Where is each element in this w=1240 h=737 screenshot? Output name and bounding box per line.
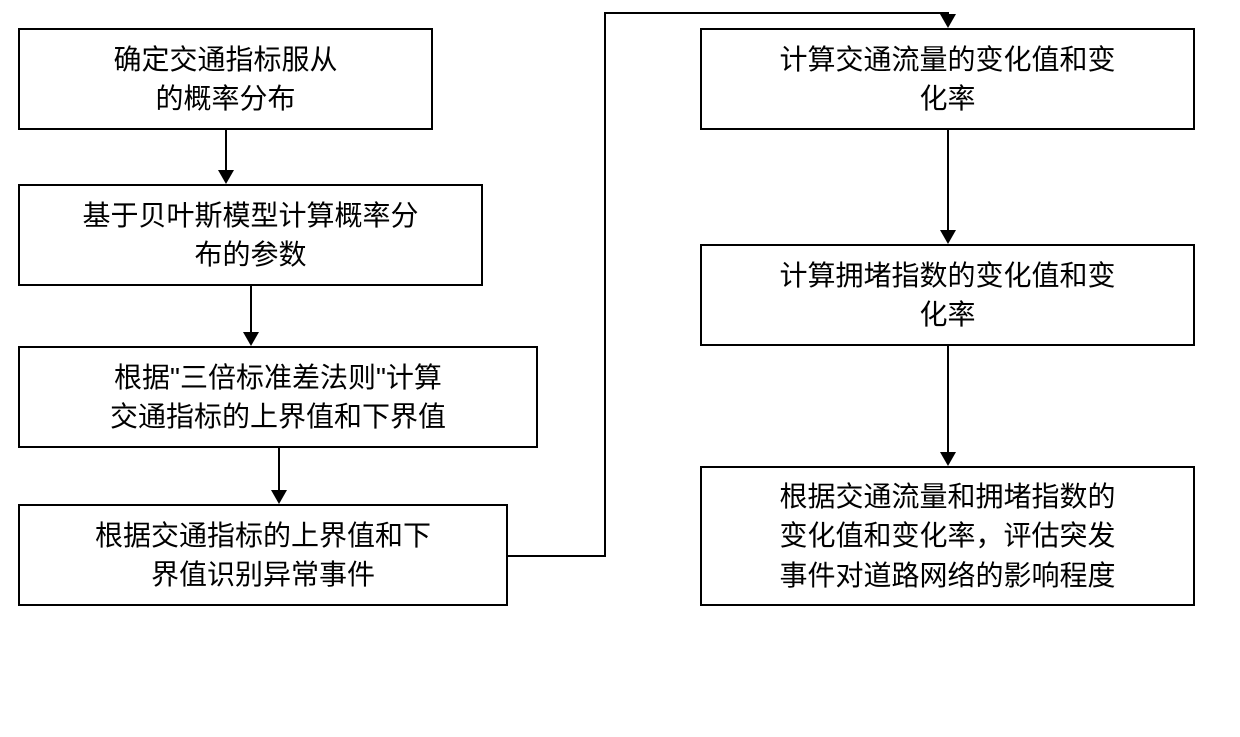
node-n1-text: 确定交通指标服从的概率分布: [113, 40, 337, 118]
node-n2-text: 基于贝叶斯模型计算概率分布的参数: [82, 196, 418, 274]
arrow-n4-n5-h2: [604, 12, 947, 14]
node-n2: 基于贝叶斯模型计算概率分布的参数: [18, 184, 483, 286]
flowchart-container: 确定交通指标服从的概率分布 基于贝叶斯模型计算概率分布的参数 根据"三倍标准差法…: [0, 0, 1240, 737]
node-n7: 根据交通流量和拥堵指数的变化值和变化率，评估突发事件对道路网络的影响程度: [700, 466, 1195, 606]
arrow-n6-n7: [947, 346, 949, 452]
arrow-head-n4-n5: [940, 14, 956, 28]
arrow-head-n5-n6: [940, 230, 956, 244]
node-n5-text: 计算交通流量的变化值和变化率: [779, 40, 1115, 118]
node-n3: 根据"三倍标准差法则"计算交通指标的上界值和下界值: [18, 346, 538, 448]
node-n6: 计算拥堵指数的变化值和变化率: [700, 244, 1195, 346]
node-n4: 根据交通指标的上界值和下界值识别异常事件: [18, 504, 508, 606]
arrow-n5-n6: [947, 130, 949, 230]
arrow-n1-n2: [225, 130, 227, 170]
arrow-head-n6-n7: [940, 452, 956, 466]
arrow-n2-n3: [250, 286, 252, 332]
node-n1: 确定交通指标服从的概率分布: [18, 28, 433, 130]
arrow-n3-n4: [278, 448, 280, 490]
node-n3-text: 根据"三倍标准差法则"计算交通指标的上界值和下界值: [110, 358, 446, 436]
node-n6-text: 计算拥堵指数的变化值和变化率: [779, 256, 1115, 334]
arrow-head-n3-n4: [271, 490, 287, 504]
arrow-n4-n5-v: [604, 12, 606, 557]
arrow-head-n2-n3: [243, 332, 259, 346]
node-n4-text: 根据交通指标的上界值和下界值识别异常事件: [95, 516, 431, 594]
node-n7-text: 根据交通流量和拥堵指数的变化值和变化率，评估突发事件对道路网络的影响程度: [779, 477, 1115, 595]
node-n5: 计算交通流量的变化值和变化率: [700, 28, 1195, 130]
arrow-head-n1-n2: [218, 170, 234, 184]
arrow-n4-n5-h1: [508, 555, 604, 557]
